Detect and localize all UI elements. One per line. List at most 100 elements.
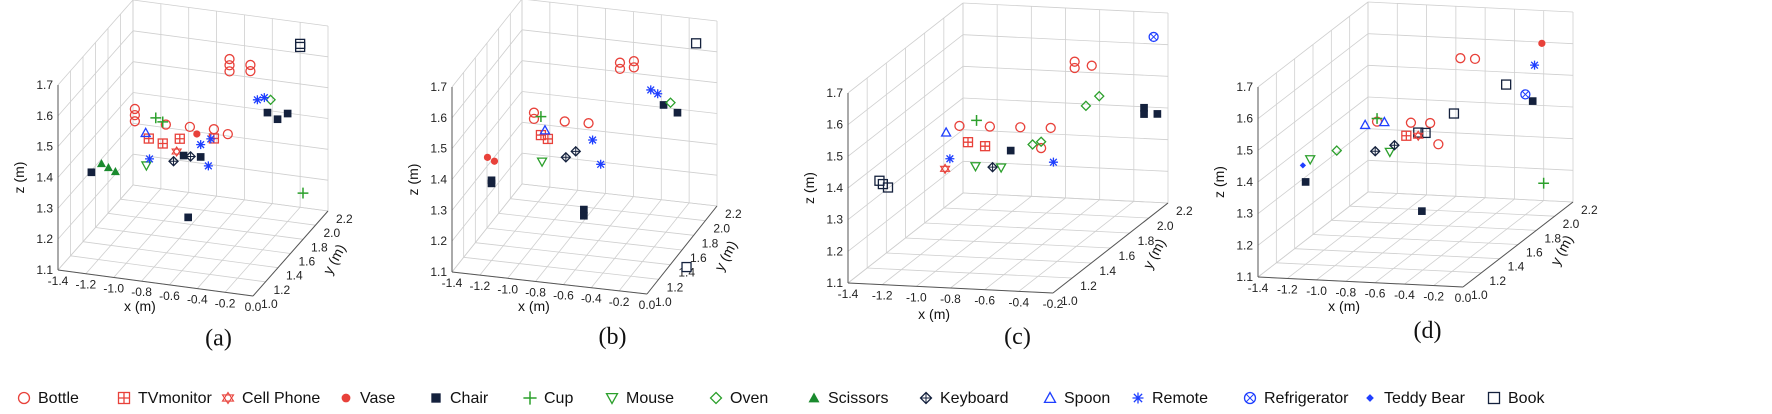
point-refrigerator — [1520, 89, 1531, 100]
point-book — [1448, 108, 1460, 119]
x-tick-label: -0.2 — [1423, 290, 1444, 304]
points — [87, 38, 309, 222]
points — [874, 31, 1162, 193]
z-tick-label: 1.4 — [430, 173, 447, 187]
point-chair — [580, 211, 588, 220]
point-remote — [588, 135, 598, 145]
point-bottle — [1433, 139, 1444, 150]
point-bottle — [1015, 122, 1026, 133]
point-chair — [184, 213, 193, 222]
point-bottle — [984, 121, 996, 132]
x-tick-label: -1.4 — [1248, 281, 1269, 295]
point-spoon — [539, 124, 551, 135]
legend-item-remote: Remote — [1132, 390, 1208, 407]
x-tick-label: -0.4 — [581, 292, 602, 306]
point-cell-phone — [1412, 130, 1424, 142]
z-tick-label: 1.3 — [826, 213, 843, 227]
point-cup — [971, 115, 982, 126]
point-book — [690, 38, 702, 49]
x-tick-label: -0.4 — [1008, 295, 1029, 309]
point-bottle — [184, 121, 196, 133]
point-book — [681, 261, 692, 273]
legend-marker — [709, 391, 723, 405]
point-keyboard — [560, 151, 572, 163]
point-bottle — [222, 128, 233, 140]
panels: -1.4 -1.2 -1.0 -0.8 -0.6 -0.4 -0.2 0.0 1.01.21.4… — [11, 0, 1598, 351]
point-oven — [1093, 90, 1105, 102]
y-tick-label: 2.0 — [1157, 219, 1174, 233]
panel-label: (a) — [205, 325, 232, 351]
panel-label: (c) — [1004, 324, 1031, 350]
x-axis-label: x (m) — [918, 306, 950, 322]
x-tick-label: -1.2 — [872, 289, 893, 303]
x-tick-label: -0.2 — [215, 296, 236, 310]
y-tick-label: 1.4 — [1099, 264, 1116, 278]
point-bottle — [628, 62, 640, 73]
legend-label: Refrigerator — [1264, 390, 1349, 407]
point-mouse — [1384, 147, 1396, 158]
x-axis-label: x (m) — [518, 298, 550, 314]
point-bottle — [954, 120, 965, 132]
y-tick-label: 1.8 — [311, 240, 328, 254]
point-chair — [487, 179, 496, 188]
axes — [1257, 87, 1574, 288]
point-cell-phone — [171, 146, 183, 158]
legend-item-mouse: Mouse — [605, 390, 674, 407]
x-tick-label: -0.2 — [609, 295, 630, 309]
legend: Bottle TVmonitor Cell Phone Vase Chair Cup Mou… — [17, 390, 1545, 407]
y-tick-label: 2.2 — [725, 207, 742, 221]
panel-label: (b) — [599, 324, 627, 350]
point-tvmonitor — [979, 141, 991, 152]
point-vase — [483, 153, 492, 161]
x-tick-label: -0.2 — [1043, 297, 1064, 311]
x-tick-label: -0.8 — [940, 292, 961, 306]
z-axis-label: z (m) — [405, 164, 421, 196]
x-tick-label: -0.8 — [1336, 285, 1357, 299]
x-tick-label: -0.8 — [131, 285, 152, 299]
z-tick-label: 1.6 — [1236, 112, 1253, 126]
legend-label: Remote — [1152, 390, 1208, 407]
point-vase — [490, 157, 499, 165]
point-bottle — [224, 66, 235, 77]
point-keyboard — [1389, 139, 1400, 151]
point-remote — [206, 134, 216, 144]
legend-label: Teddy Bear — [1384, 390, 1466, 407]
point-chair — [87, 168, 96, 177]
point-scissors — [96, 159, 106, 168]
point-teddy-bear — [1299, 162, 1307, 169]
point-chair — [1153, 110, 1162, 118]
legend-item-book: Book — [1487, 390, 1545, 407]
legend-item-vase: Vase — [341, 390, 395, 407]
z-tick-label: 1.1 — [430, 265, 447, 279]
z-axis-label: z (m) — [801, 172, 817, 204]
z-tick-label: 1.1 — [826, 276, 843, 290]
point-scissors — [103, 163, 113, 172]
point-tvmonitor — [143, 133, 154, 144]
z-tick-label: 1.7 — [36, 78, 53, 92]
grid — [451, 0, 718, 295]
panel-2: -1.4 -1.2 -1.0 -0.8 -0.6 -0.4 -0.21.01.21.41.6… — [801, 2, 1193, 350]
legend-marker — [919, 391, 933, 405]
z-tick-label: 1.5 — [826, 149, 843, 163]
z-tick-label: 1.3 — [36, 201, 53, 215]
legend-item-cell-phone: Cell Phone — [221, 390, 320, 407]
z-tick-label: 1.7 — [1236, 80, 1253, 94]
axes — [847, 93, 1169, 294]
panel-0: -1.4 -1.2 -1.0 -0.8 -0.6 -0.4 -0.2 0.0 1.01.21.4… — [11, 0, 353, 351]
x-tick-label: -1.0 — [906, 290, 927, 304]
point-bottle — [129, 103, 141, 115]
legend-marker — [1243, 391, 1257, 405]
tick-labels: -1.4 -1.2 -1.0 -0.8 -0.6 -0.4 -0.2 0.0 1.01.21.4… — [1236, 80, 1598, 305]
legend-item-scissors: Scissors — [808, 390, 888, 407]
z-tick-label: 1.1 — [36, 263, 53, 277]
x-tick-label: -1.2 — [76, 278, 97, 292]
point-oven — [265, 94, 277, 106]
point-spoon — [1378, 116, 1390, 127]
point-tvmonitor — [1401, 130, 1412, 141]
legend-marker — [117, 391, 131, 405]
legend-item-chair: Chair — [431, 390, 489, 407]
point-keyboard — [185, 151, 197, 162]
point-bottle — [1455, 53, 1466, 64]
point-remote — [1530, 60, 1540, 70]
y-tick-label: 1.4 — [678, 266, 695, 280]
